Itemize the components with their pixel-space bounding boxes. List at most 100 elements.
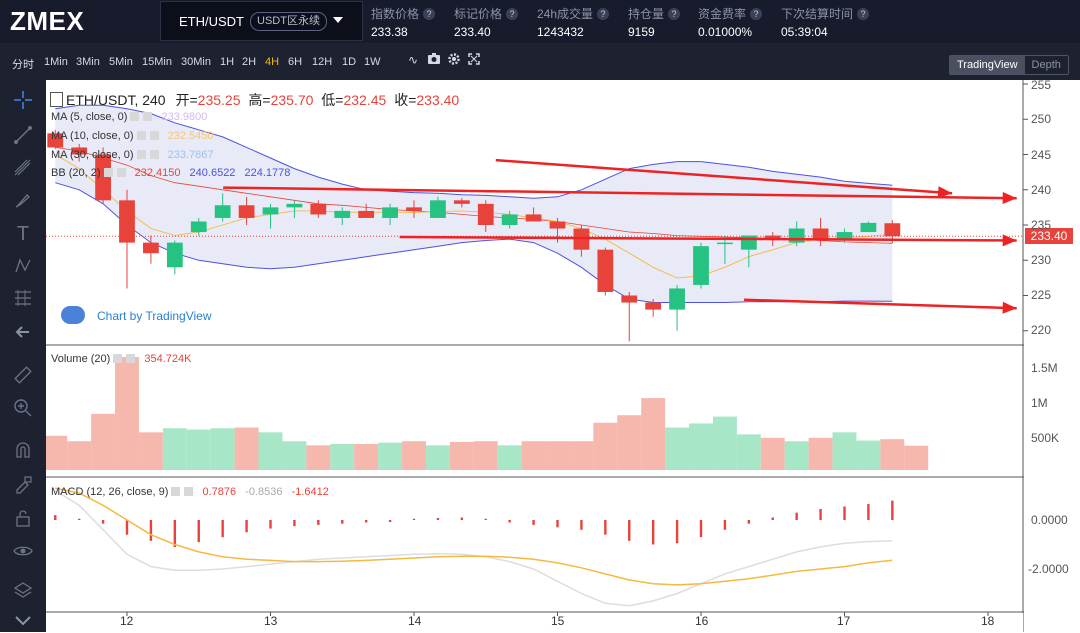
help-icon[interactable]: ? xyxy=(857,8,870,20)
macd-histogram-bar xyxy=(197,520,200,543)
last-price-label: 233.40 xyxy=(1025,228,1073,244)
volume-bar xyxy=(712,416,737,470)
camera-icon[interactable] xyxy=(428,53,440,67)
macd-histogram-bar xyxy=(699,520,703,538)
time-axis-label: 12 xyxy=(120,614,134,628)
zoom-in-icon[interactable] xyxy=(0,398,46,423)
fib-tool-icon[interactable] xyxy=(0,158,46,183)
price-chart[interactable] xyxy=(46,80,1080,632)
settings-icon[interactable] xyxy=(448,53,460,68)
interval-4h[interactable]: 4H xyxy=(265,56,280,68)
crosshair-icon[interactable] xyxy=(0,90,46,115)
macd-histogram-bar xyxy=(723,520,727,530)
volume-legend[interactable]: Volume (20) 354.724K xyxy=(51,353,192,365)
interval-15min[interactable]: 15Min xyxy=(142,56,172,68)
bollinger-lower-line xyxy=(55,182,893,303)
candle-body xyxy=(549,221,566,229)
help-icon[interactable]: ? xyxy=(597,8,610,20)
interval-5min[interactable]: 5Min xyxy=(109,56,133,68)
brand-logo[interactable]: ZMEX xyxy=(10,6,85,36)
interval-30min[interactable]: 30Min xyxy=(181,56,211,68)
interval-1d[interactable]: 1D xyxy=(342,56,357,68)
pattern-icon[interactable] xyxy=(0,256,46,281)
volume-bar xyxy=(330,443,355,470)
candle-body xyxy=(406,207,422,211)
symbol-name: ETH/USDT xyxy=(179,14,244,29)
macd-histogram-bar xyxy=(173,520,177,547)
interval-1min[interactable]: 1Min xyxy=(44,56,68,68)
candle-body xyxy=(477,203,494,225)
interval-12h[interactable]: 12H xyxy=(312,56,333,68)
candle-body xyxy=(382,207,398,218)
volume-bar xyxy=(378,442,403,470)
help-icon[interactable]: ? xyxy=(668,8,681,20)
magnet-icon[interactable] xyxy=(0,440,46,465)
wave-icon[interactable]: ∿ xyxy=(408,53,419,67)
volume-bar xyxy=(545,441,570,470)
brush-icon[interactable] xyxy=(0,190,46,215)
candle-body xyxy=(143,242,159,254)
interval-1h[interactable]: 1H xyxy=(220,56,235,68)
volume-bar xyxy=(808,437,833,470)
text-tool-icon[interactable]: T xyxy=(16,223,30,245)
macd-legend[interactable]: MACD (12, 26, close, 9) 0.7876 -0.8536 -… xyxy=(51,486,329,498)
lock-icon[interactable] xyxy=(0,508,46,533)
trend-line-icon[interactable] xyxy=(0,125,46,150)
fullscreen-icon[interactable] xyxy=(468,53,480,68)
collapse-sidebar-icon[interactable] xyxy=(0,614,46,633)
time-axis-label: 16 xyxy=(695,614,709,628)
eye-icon[interactable] xyxy=(0,541,46,566)
interval-timeline[interactable]: 分时 xyxy=(12,59,34,71)
tab-tradingview[interactable]: TradingView xyxy=(950,56,1025,74)
volume-bar xyxy=(784,441,809,470)
layers-icon[interactable] xyxy=(0,580,46,605)
candle-body xyxy=(214,205,231,218)
help-icon[interactable]: ? xyxy=(506,8,519,20)
candle-body xyxy=(47,133,64,148)
volume-bar xyxy=(760,437,785,470)
help-icon[interactable]: ? xyxy=(750,8,763,20)
ma5-legend[interactable]: MA (5, close, 0) 233.9800 xyxy=(51,111,208,123)
interval-2h[interactable]: 2H xyxy=(242,56,257,68)
interval-3min[interactable]: 3Min xyxy=(76,56,100,68)
volume-bar xyxy=(736,434,761,470)
ruler-icon[interactable] xyxy=(0,365,46,390)
ma10-legend[interactable]: MA (10, close, 0) 232.5450 xyxy=(51,130,214,142)
macd-histogram-bar xyxy=(747,520,751,524)
macd-histogram-bar xyxy=(221,520,224,538)
interval-1w[interactable]: 1W xyxy=(364,56,381,68)
bb-legend[interactable]: BB (20, 2) 232.4150 240.6522 224.1778 xyxy=(51,167,291,179)
tradingview-watermark[interactable]: Chart by TradingView xyxy=(97,309,212,323)
symbol-selector[interactable]: ETH/USDT USDT区永续 xyxy=(160,1,363,41)
candle-body xyxy=(262,207,279,215)
macd-histogram-bar xyxy=(245,520,248,533)
candle-body xyxy=(812,228,829,240)
stat-open-interest: 持仓量? 9159 xyxy=(628,5,681,39)
volume-bar xyxy=(569,441,594,470)
macd-histogram-bar xyxy=(675,520,679,544)
lock-drawing-icon[interactable] xyxy=(0,474,46,499)
interval-6h[interactable]: 6H xyxy=(288,56,303,68)
symbol-tag: USDT区永续 xyxy=(250,12,327,31)
macd-histogram-bar xyxy=(867,504,870,520)
candle-body xyxy=(430,200,446,218)
time-axis-background xyxy=(46,613,1023,632)
price-axis-label: 220 xyxy=(1031,323,1052,337)
prediction-icon[interactable] xyxy=(0,288,46,313)
tab-depth[interactable]: Depth xyxy=(1031,59,1061,71)
help-icon[interactable]: ? xyxy=(423,8,436,20)
annotation-arrow xyxy=(744,298,1017,310)
volume-axis-label: 1M xyxy=(1031,396,1048,410)
volume-bar xyxy=(354,443,379,470)
back-arrow-icon[interactable] xyxy=(0,322,46,347)
volume-bar xyxy=(46,435,68,470)
volume-bar xyxy=(402,441,426,470)
macd-signal-line xyxy=(55,487,893,586)
ma-line xyxy=(55,154,893,279)
ma30-legend[interactable]: MA (30, close, 0) 233.7867 xyxy=(51,149,214,161)
candle-body xyxy=(334,210,351,218)
annotation-arrow xyxy=(399,235,1017,242)
stat-index-price: 指数价格? 233.38 xyxy=(371,5,436,39)
chevron-down-icon xyxy=(333,17,343,23)
macd-histogram-bar xyxy=(388,520,392,522)
